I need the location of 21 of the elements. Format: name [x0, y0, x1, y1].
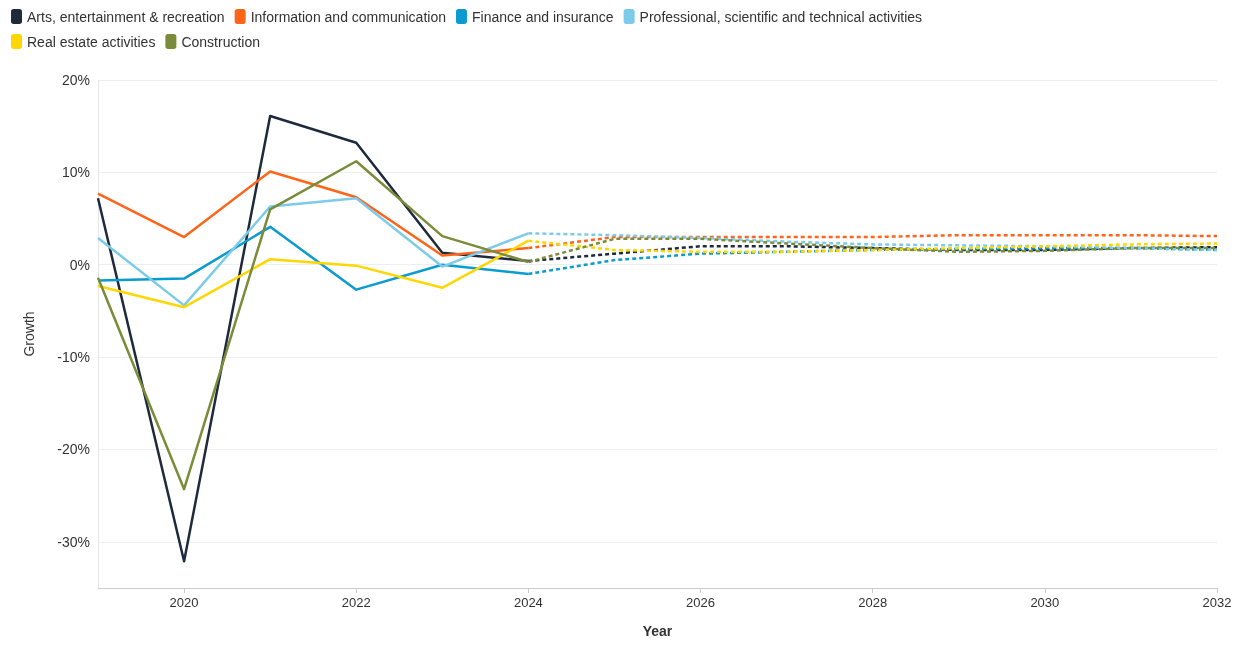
legend-label: Arts, entertainment & recreation [27, 8, 225, 25]
x-tick-label: 2028 [858, 595, 888, 610]
y-tick-label: 0% [69, 256, 90, 273]
legend-label: Finance and insurance [471, 8, 614, 25]
legend-label: Information and communication [250, 8, 446, 25]
y-tick-label: -20% [57, 441, 90, 458]
legend-label: Real estate activities [27, 33, 156, 50]
legend-label: Professional, scientific and technical activities [639, 8, 923, 25]
x-tick-label: 2032 [1202, 595, 1232, 610]
legend-label: Construction [181, 33, 260, 50]
x-tick-label: 2030 [1030, 595, 1060, 610]
x-tick-label: 2022 [341, 595, 371, 610]
x-axis-title: Year [642, 623, 673, 639]
x-tick-label: 2020 [169, 595, 199, 610]
x-tick-label: 2024 [513, 595, 543, 610]
y-tick-label: 10% [61, 164, 90, 181]
y-tick-label: -30% [57, 533, 90, 550]
y-tick-label: -10% [57, 349, 90, 366]
y-tick-label: 20% [61, 72, 90, 88]
x-tick-label: 2026 [686, 595, 715, 610]
y-axis-title: Growth [21, 311, 37, 357]
